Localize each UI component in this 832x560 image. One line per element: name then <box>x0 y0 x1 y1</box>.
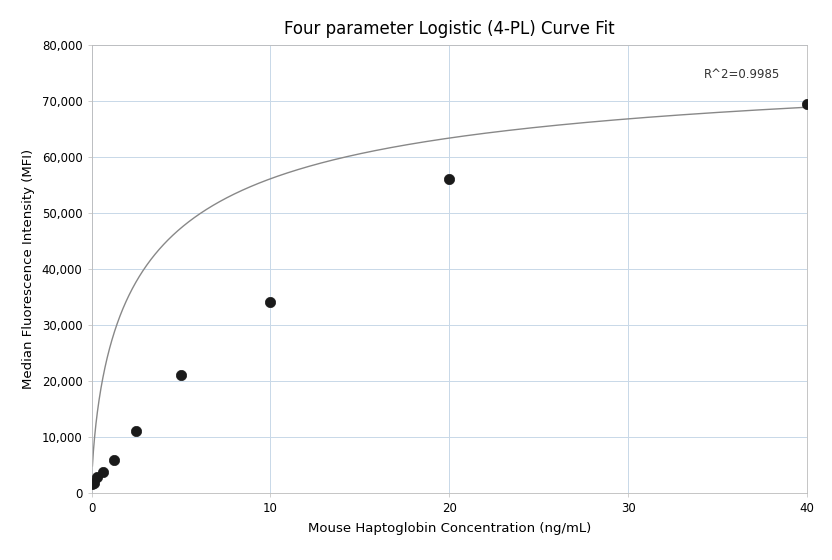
Y-axis label: Median Fluorescence Intensity (MFI): Median Fluorescence Intensity (MFI) <box>22 149 35 389</box>
X-axis label: Mouse Haptoglobin Concentration (ng/mL): Mouse Haptoglobin Concentration (ng/mL) <box>308 522 591 535</box>
Title: Four parameter Logistic (4-PL) Curve Fit: Four parameter Logistic (4-PL) Curve Fit <box>284 20 615 38</box>
Point <box>130 427 143 436</box>
Point <box>264 298 277 307</box>
Point <box>85 480 98 489</box>
Point <box>443 175 456 184</box>
Point <box>96 467 109 476</box>
Point <box>107 456 121 465</box>
Point <box>800 99 814 108</box>
Point <box>87 478 101 487</box>
Point <box>175 371 188 380</box>
Point <box>91 473 104 482</box>
Text: R^2=0.9985: R^2=0.9985 <box>704 68 780 81</box>
